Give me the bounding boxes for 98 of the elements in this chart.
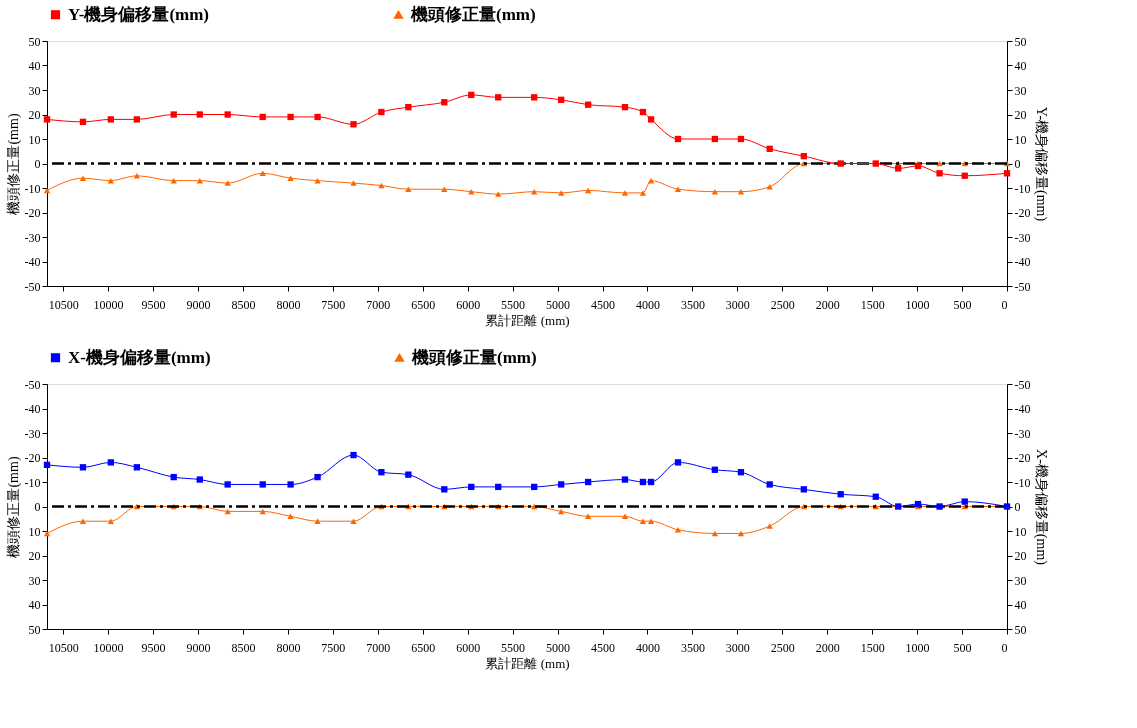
y-tick-label: -10: [24, 475, 41, 490]
x-tick-label: 2500: [770, 640, 795, 655]
legend-label: 機頭修正量(mm): [411, 347, 537, 367]
x-tick-label: 4000: [635, 297, 660, 312]
x-tick-label: 4500: [591, 297, 616, 312]
y-tick-label: 20: [28, 549, 41, 563]
x-tick-label: 6000: [456, 640, 481, 655]
y2-tick-label: -10: [1014, 475, 1031, 490]
x-tick-label: 5000: [546, 297, 571, 312]
y-tick-label: -50: [24, 377, 41, 392]
x-tick-label: 5500: [501, 640, 526, 655]
y2-tick-label: 50: [1014, 622, 1027, 637]
x-tick-label: 1500: [860, 640, 885, 655]
y-tick-label: -30: [24, 426, 41, 441]
y-tick-label: -40: [24, 402, 41, 416]
y2-tick-label: 40: [1014, 59, 1027, 73]
x-tick-label: 9000: [186, 297, 211, 312]
y-tick-label: 50: [28, 34, 41, 49]
x-tick-label: 6500: [411, 297, 436, 312]
y2-tick-label: -30: [1014, 426, 1031, 441]
x-tick-label: 1000: [905, 297, 930, 312]
y2-tick-label: -10: [1014, 181, 1031, 196]
y-axis-title: 機頭修正量(mm): [5, 113, 22, 215]
y-tick-label: -50: [24, 279, 41, 294]
x-tick-label: 5000: [546, 640, 571, 655]
y2-tick-label: 20: [1014, 108, 1027, 122]
x-tick-label: 5500: [501, 297, 526, 312]
x-tick-label: 7500: [321, 297, 346, 312]
x-tick-label: 4500: [591, 640, 616, 655]
y2-tick-label: -20: [1014, 206, 1031, 220]
x-tick-label: 7000: [366, 640, 391, 655]
x-tick-label: 4000: [635, 640, 660, 655]
x-tick-label: 3000: [725, 297, 750, 312]
legend-label: Y-機身偏移量(mm): [68, 4, 210, 24]
legend-label: 機頭修正量(mm): [410, 4, 536, 24]
x-tick-label: 500: [953, 297, 972, 312]
y2-tick-label: -50: [1014, 279, 1031, 294]
y-tick-label: 0: [34, 500, 41, 514]
y2-axis-title: Y-機身偏移量(mm): [1033, 106, 1050, 222]
y-tick-label: 10: [28, 132, 41, 147]
y2-tick-label: 0: [1014, 500, 1021, 514]
y-tick-label: -40: [24, 255, 41, 269]
y-tick-label: 10: [28, 524, 41, 539]
x-tick-label: 6500: [411, 640, 436, 655]
x-tick-label: 1500: [860, 297, 885, 312]
y-tick-label: -20: [24, 206, 41, 220]
y2-tick-label: 20: [1014, 549, 1027, 563]
x-tick-label: 3500: [680, 297, 705, 312]
x-axis-title: 累計距離 (mm): [485, 312, 570, 328]
x-tick-label: 0: [1001, 640, 1008, 655]
x-tick-label: 9500: [141, 640, 166, 655]
x-tick-label: 2500: [770, 297, 795, 312]
x-tick-label: 9000: [186, 640, 211, 655]
x-tick-label: 500: [953, 640, 972, 655]
x-tick-label: 3000: [725, 640, 750, 655]
y-tick-label: -10: [24, 181, 41, 196]
x-tick-label: 3500: [680, 640, 705, 655]
x-tick-label: 9500: [141, 297, 166, 312]
y2-tick-label: -50: [1014, 377, 1031, 392]
x-tick-label: 10000: [93, 297, 124, 312]
x-tick-label: 0: [1001, 297, 1008, 312]
y2-tick-label: 30: [1014, 83, 1027, 98]
y2-tick-label: -30: [1014, 230, 1031, 245]
x-tick-label: 2000: [815, 640, 840, 655]
y2-tick-label: -40: [1014, 255, 1031, 269]
y2-tick-label: 10: [1014, 132, 1027, 147]
legend-label: X-機身偏移量(mm): [68, 347, 211, 367]
y2-tick-label: 10: [1014, 524, 1027, 539]
x-tick-label: 8000: [276, 640, 301, 655]
x-tick-label: 1000: [905, 640, 930, 655]
x-tick-label: 7500: [321, 640, 346, 655]
y2-tick-label: -40: [1014, 402, 1031, 416]
y-tick-label: 50: [28, 622, 41, 637]
y2-tick-label: 50: [1014, 34, 1027, 49]
y2-tick-label: 30: [1014, 573, 1027, 588]
x-tick-label: 2000: [815, 297, 840, 312]
y-tick-label: 40: [28, 598, 41, 612]
x-tick-label: 6000: [456, 297, 481, 312]
y-tick-label: 40: [28, 59, 41, 73]
y-tick-label: -20: [24, 451, 41, 465]
y-tick-label: 20: [28, 108, 41, 122]
y2-tick-label: 0: [1014, 157, 1021, 171]
y-tick-label: 30: [28, 573, 41, 588]
y2-tick-label: -20: [1014, 451, 1031, 465]
y-tick-label: 0: [34, 157, 41, 171]
x-tick-label: 8500: [231, 640, 256, 655]
x-axis-title: 累計距離 (mm): [485, 655, 570, 671]
x-tick-label: 8000: [276, 297, 301, 312]
x-tick-label: 10500: [48, 297, 79, 312]
y2-axis-title: X-機身偏移量(mm): [1033, 449, 1050, 566]
y-tick-label: 30: [28, 83, 41, 98]
x-tick-label: 10500: [48, 640, 79, 655]
y2-tick-label: 40: [1014, 598, 1027, 612]
x-tick-label: 10000: [93, 640, 124, 655]
y-tick-label: -30: [24, 230, 41, 245]
x-tick-label: 8500: [231, 297, 256, 312]
x-tick-label: 7000: [366, 297, 391, 312]
y-axis-title: 機頭修正量(mm): [5, 456, 22, 558]
